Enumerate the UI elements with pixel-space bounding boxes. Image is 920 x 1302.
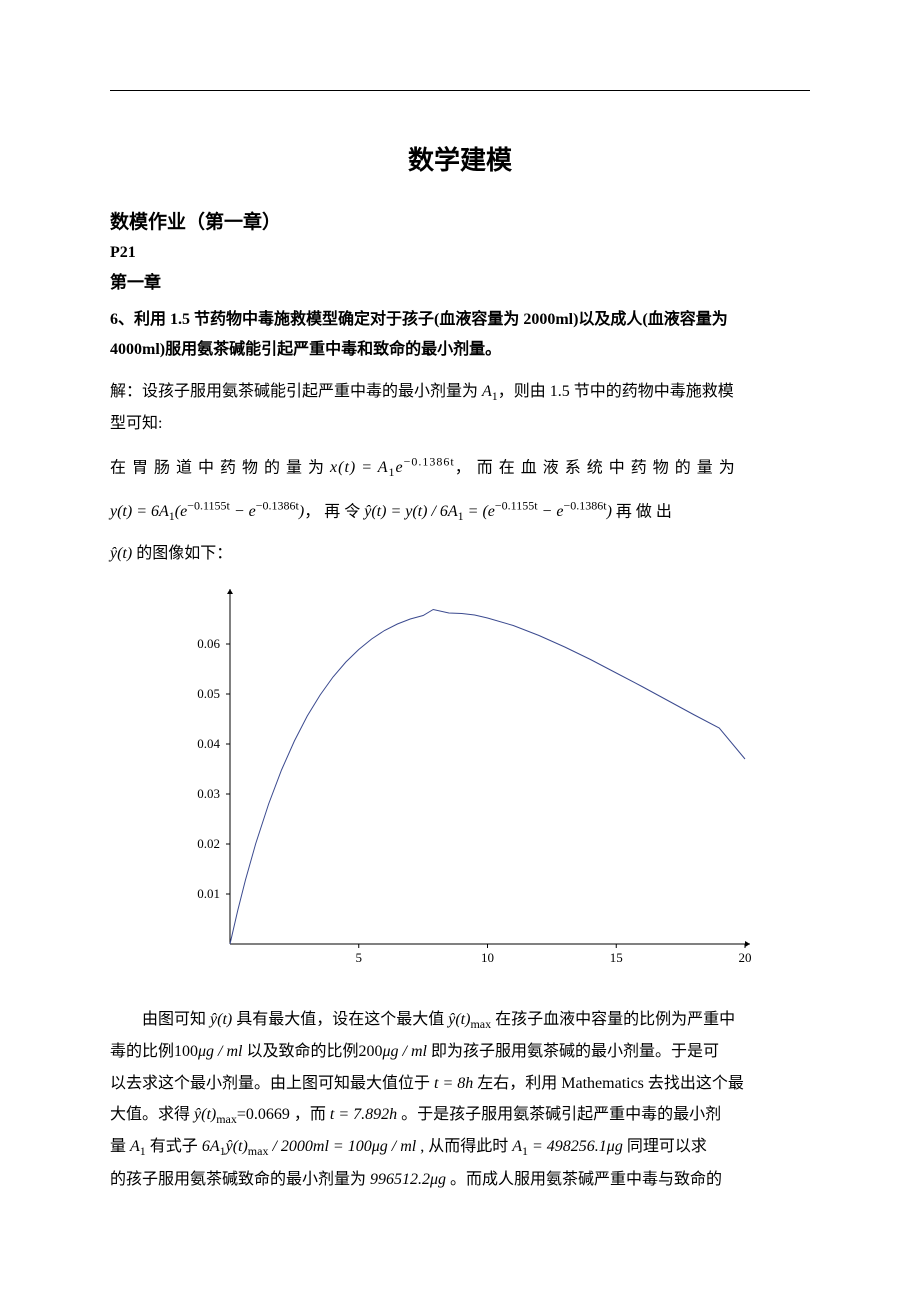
svg-text:0.06: 0.06 xyxy=(197,636,220,651)
analysis-paragraph-4: 大值。求得 ŷ(t)max=0.0669 ，而 t = 7.892h 。于是孩子… xyxy=(110,1099,810,1132)
A1-result: A1 = 498256.1μg xyxy=(512,1138,623,1155)
equation-line-3: ŷ(t) 的图像如下： xyxy=(110,535,810,573)
svg-text:0.02: 0.02 xyxy=(197,836,220,851)
assignment-heading: 数模作业（第一章） xyxy=(110,207,810,234)
p2e: 以及致命的比例 xyxy=(243,1043,359,1060)
A1-2: A1 xyxy=(130,1138,146,1155)
p2p: 的孩子服用氨茶碱致命的最小剂量为 xyxy=(110,1171,370,1188)
eq-yhat-label: ŷ(t) xyxy=(110,545,132,562)
svg-text:10: 10 xyxy=(481,950,494,965)
sol-intro-b: ，则由 1.5 节中的药物中毒施救模 xyxy=(498,383,734,400)
analysis-paragraph-3: 以去求这个最小剂量。由上图可知最大值位于 t = 8h 左右，利用 Mathem… xyxy=(110,1068,810,1099)
p2h: 左右，利用 Mathematics 去找出这个最 xyxy=(473,1075,744,1092)
p2l: 量 xyxy=(110,1138,130,1155)
p2n: , 从而得此时 xyxy=(416,1138,512,1155)
svg-text:0.03: 0.03 xyxy=(197,786,220,801)
analysis-paragraph: 由图可知 ŷ(t) 具有最大值，设在这个最大值 ŷ(t)max 在孩子血液中容量… xyxy=(110,1004,810,1037)
p2b: 具有最大值，设在这个最大值 xyxy=(232,1011,448,1028)
problem-line-1: 6、利用 1.5 节药物中毒施救模型确定对于孩子(血液容量为 2000ml)以及… xyxy=(110,311,728,328)
equation-line-2: y(t) = 6A1(e−0.1155t − e−0.1386t)， 再 令 ŷ… xyxy=(110,492,810,532)
val-200: 200μg / ml xyxy=(359,1043,427,1060)
p2d: 毒的比例 xyxy=(110,1043,174,1060)
problem-line-2: 4000ml)服用氨茶碱能引起严重中毒和致命的最小剂量。 xyxy=(110,341,501,358)
eq1-pre: 在 胃 肠 道 中 药 物 的 量 为 xyxy=(110,459,330,476)
p2m: 有式子 xyxy=(146,1138,202,1155)
solution-intro: 解：设孩子服用氨茶碱能引起严重中毒的最小剂量为 A1，则由 1.5 节中的药物中… xyxy=(110,376,810,440)
chapter-heading: 第一章 xyxy=(110,268,810,293)
problem-statement: 6、利用 1.5 节药物中毒施救模型确定对于孩子(血液容量为 2000ml)以及… xyxy=(110,305,810,366)
p2j: =0.0669 ，而 xyxy=(237,1106,330,1123)
yhat-max-1: ŷ(t)max xyxy=(448,1011,491,1028)
svg-text:0.04: 0.04 xyxy=(197,736,220,751)
eq-yhat: ŷ(t) = y(t) / 6A1 = (e−0.1155t − e−0.138… xyxy=(364,503,612,520)
page-title: 数学建模 xyxy=(110,140,810,177)
val-100: 100μg / ml xyxy=(174,1043,242,1060)
eq3-text: 的图像如下： xyxy=(132,545,232,562)
eq1-post: ， 而 在 血 液 系 统 中 药 物 的 量 为 xyxy=(455,459,736,476)
p2o: 同理可以求 xyxy=(623,1138,707,1155)
svg-text:15: 15 xyxy=(610,950,623,965)
p2a: 由图可知 xyxy=(142,1011,210,1028)
page: 数学建模 数模作业（第一章） P21 第一章 6、利用 1.5 节药物中毒施救模… xyxy=(0,0,920,1302)
sol-intro-c: 型可知: xyxy=(110,415,162,432)
svg-text:0.01: 0.01 xyxy=(197,886,220,901)
header-rule xyxy=(110,90,810,91)
eq2-mid: ， 再 令 xyxy=(304,503,364,520)
page-marker: P21 xyxy=(110,244,810,262)
analysis-paragraph-6: 的孩子服用氨茶碱致命的最小剂量为 996512.2μg 。而成人服用氨茶碱严重中… xyxy=(110,1164,810,1195)
p2k: 。于是孩子服用氨茶碱引起严重中毒的最小剂 xyxy=(401,1106,721,1123)
p2c: 在孩子血液中容量的比例为严重中 xyxy=(491,1011,735,1028)
val-996: 996512.2μg xyxy=(370,1171,446,1188)
sol-intro-a: 解：设孩子服用氨茶碱能引起严重中毒的最小剂量为 xyxy=(110,383,482,400)
curve-chart: 5 10 15 20 0.01 0.02 0.03 0.04 0.05 0.06 xyxy=(160,584,760,974)
p2g: 以去求这个最小剂量。由上图可知最大值位于 xyxy=(110,1075,434,1092)
p2f: 即为孩子服用氨茶碱的最小剂量。于是可 xyxy=(427,1043,719,1060)
yhat-max-2: ŷ(t)max xyxy=(194,1106,237,1123)
analysis-paragraph-5: 量 A1 有式子 6A1ŷ(t)max / 2000ml = 100μg / m… xyxy=(110,1131,810,1164)
var-A1: A1 xyxy=(482,383,498,400)
eq-y-t: y(t) = 6A1(e−0.1155t − e−0.1386t) xyxy=(110,503,304,520)
chart-container: 5 10 15 20 0.01 0.02 0.03 0.04 0.05 0.06 xyxy=(160,584,760,979)
svg-text:20: 20 xyxy=(739,950,752,965)
eq-long: 6A1ŷ(t)max / 2000ml = 100μg / ml xyxy=(202,1138,416,1155)
p2q: 。而成人服用氨茶碱严重中毒与致命的 xyxy=(446,1171,722,1188)
t-789: t = 7.892h xyxy=(330,1106,401,1123)
t-8h: t = 8h xyxy=(434,1075,473,1092)
equation-line-1: 在 胃 肠 道 中 药 物 的 量 为 x(t) = A1e−0.1386t， … xyxy=(110,448,810,488)
svg-text:5: 5 xyxy=(356,950,363,965)
eq-x-t: x(t) = A1e−0.1386t xyxy=(330,459,455,476)
eq2-post: 再 做 出 xyxy=(612,503,672,520)
svg-text:0.05: 0.05 xyxy=(197,686,220,701)
p2i: 大值。求得 xyxy=(110,1106,194,1123)
analysis-paragraph-2: 毒的比例100μg / ml 以及致命的比例200μg / ml 即为孩子服用氨… xyxy=(110,1036,810,1067)
yhat-1: ŷ(t) xyxy=(210,1011,232,1028)
